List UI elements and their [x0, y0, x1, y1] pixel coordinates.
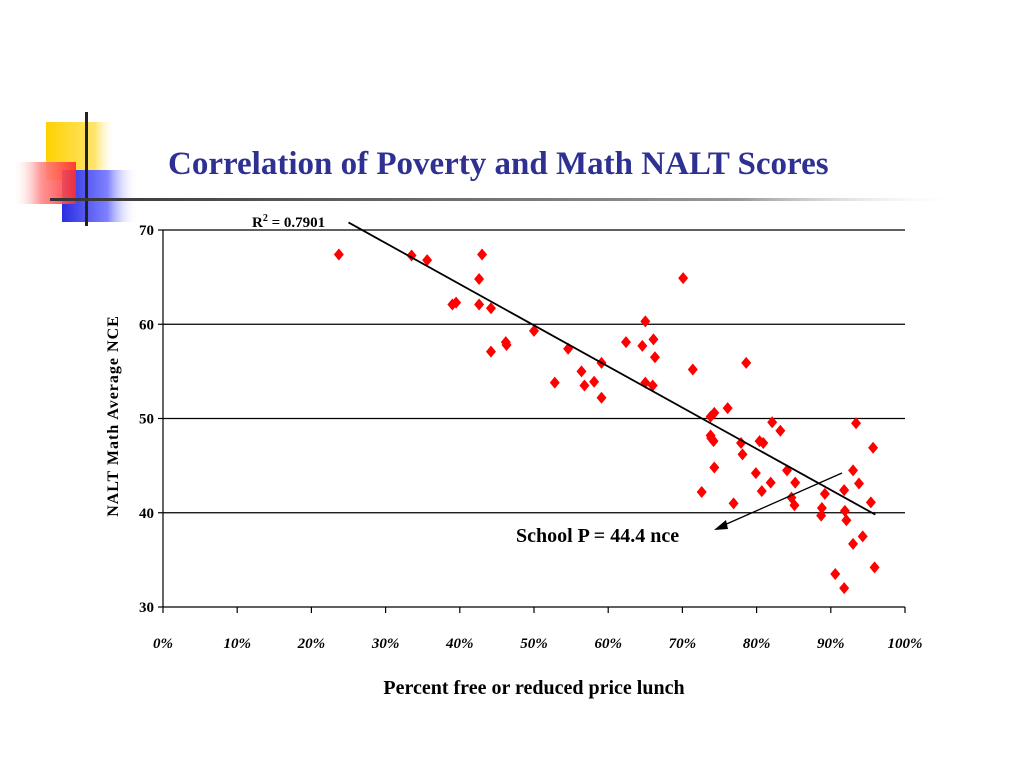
data-point — [640, 315, 651, 328]
data-point — [485, 302, 496, 315]
data-point — [589, 375, 600, 388]
x-axis-title: Percent free or reduced price lunch — [383, 677, 684, 699]
data-point — [648, 333, 659, 346]
data-point — [790, 476, 801, 489]
x-tick-label: 100% — [888, 636, 923, 652]
data-point — [737, 448, 748, 461]
data-point — [621, 336, 632, 349]
data-point — [868, 441, 879, 454]
data-point — [637, 339, 648, 352]
y-tick-label: 30 — [139, 600, 154, 616]
y-tick-label: 70 — [139, 223, 154, 239]
data-point — [579, 379, 590, 392]
y-axis-title: NALT Math Average NCE — [105, 315, 122, 517]
data-point — [750, 467, 761, 480]
data-point — [869, 561, 880, 574]
r-squared-base: R — [252, 215, 263, 231]
school-label: School P = 44.4 nce — [516, 525, 679, 547]
data-point — [816, 509, 827, 522]
y-tick-label: 60 — [139, 317, 154, 333]
deco-red-square — [12, 162, 76, 204]
trendline — [348, 221, 876, 516]
data-point — [775, 424, 786, 437]
data-point — [678, 272, 689, 285]
data-point — [851, 417, 862, 430]
school-arrow-line — [721, 472, 843, 527]
school-arrowhead — [714, 520, 728, 530]
data-point — [758, 437, 769, 450]
trend-layer — [348, 221, 876, 516]
grid-layer — [163, 229, 905, 514]
data-point — [819, 487, 830, 500]
data-point — [756, 485, 767, 498]
data-point — [728, 497, 739, 510]
data-point — [474, 273, 485, 286]
data-point — [789, 499, 800, 512]
data-point — [649, 351, 660, 364]
x-tick-label: 60% — [594, 636, 622, 652]
data-point — [848, 464, 859, 477]
data-point — [333, 248, 344, 261]
data-point — [687, 363, 698, 376]
data-point — [647, 379, 658, 392]
y-tick-label: 50 — [139, 412, 154, 428]
data-point — [709, 461, 720, 474]
data-point — [485, 345, 496, 358]
data-point — [767, 416, 778, 429]
data-point — [830, 568, 841, 581]
data-point — [741, 356, 752, 369]
slide-title: Correlation of Poverty and Math NALT Sco… — [168, 146, 829, 182]
x-tick-label: 50% — [520, 636, 548, 652]
data-point — [549, 376, 560, 389]
title-underline — [50, 198, 970, 201]
data-point — [529, 324, 539, 337]
x-tick-label: 70% — [669, 636, 697, 652]
data-point — [422, 254, 433, 267]
r-squared-value: = 0.7901 — [268, 215, 325, 231]
data-point — [848, 537, 859, 550]
x-tick-label: 20% — [297, 636, 326, 652]
data-point — [736, 437, 747, 450]
r-squared-label: R2 = 0.7901 — [252, 213, 325, 231]
x-tick-label: 30% — [371, 636, 400, 652]
data-point — [841, 514, 852, 527]
y-tick-label: 40 — [139, 506, 154, 522]
deco-vertical-line — [85, 112, 88, 226]
x-tick-label: 90% — [817, 636, 845, 652]
data-point — [722, 402, 733, 415]
x-tick-label: 0% — [153, 636, 173, 652]
data-point — [474, 298, 485, 311]
data-point — [765, 476, 776, 489]
x-tick-label: 40% — [445, 636, 474, 652]
points-layer — [333, 248, 880, 595]
data-point — [477, 248, 488, 261]
data-point — [709, 406, 720, 419]
data-point — [576, 365, 587, 378]
data-point — [500, 336, 511, 349]
data-point — [406, 249, 417, 262]
data-point — [696, 486, 707, 499]
axis-layer — [158, 229, 906, 613]
x-tick-label: 10% — [223, 636, 251, 652]
data-point — [857, 530, 868, 543]
title-decoration — [12, 112, 138, 226]
data-point — [839, 484, 850, 497]
data-point — [596, 391, 607, 404]
data-point — [853, 477, 864, 490]
data-point — [839, 504, 850, 517]
data-point — [865, 496, 876, 509]
r-squared-superscript: 2 — [263, 213, 268, 224]
x-tick-label: 80% — [743, 636, 771, 652]
label-layer: 30 40 50 60 70 0% 10% 20% 30% 40% 50% 60% 70% 80% 90% 1… — [139, 223, 923, 652]
data-point — [451, 296, 462, 309]
data-point — [708, 435, 719, 448]
data-point — [816, 502, 827, 515]
data-point — [839, 582, 850, 595]
